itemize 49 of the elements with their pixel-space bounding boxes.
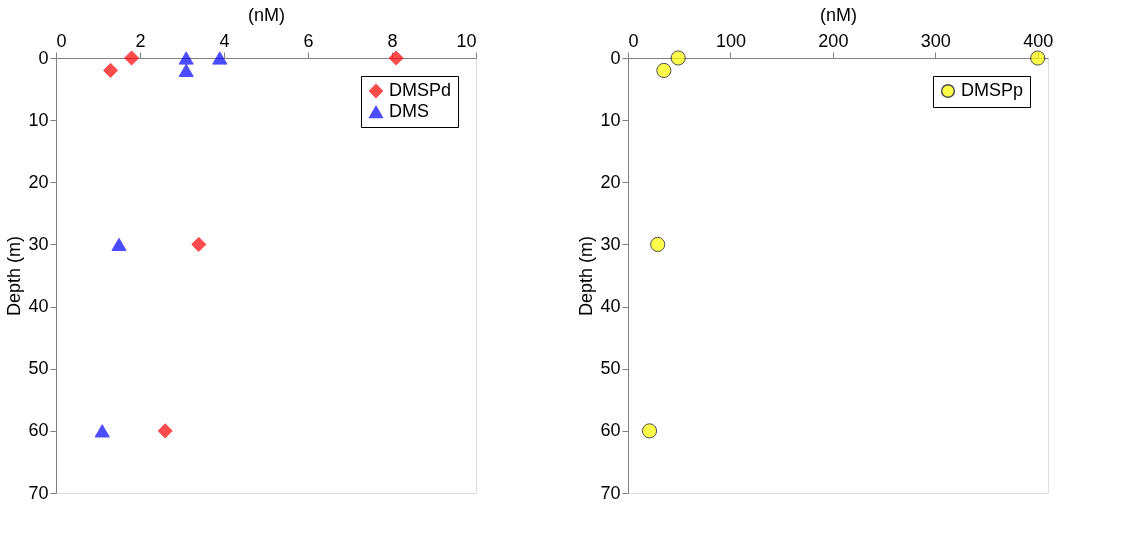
x-tick-label: 0: [56, 30, 67, 51]
x-tick-label: 8: [387, 30, 398, 51]
x-axis-title: (nM): [820, 4, 857, 25]
x-tick-label: 6: [303, 30, 314, 51]
point: [191, 236, 207, 252]
point: [212, 51, 228, 65]
y-tick-label: 50: [600, 358, 621, 379]
y-axis-title: Depth (m): [576, 235, 597, 317]
point: [641, 423, 658, 439]
x-tick-label: 100: [715, 30, 746, 51]
y-tick-label: 0: [38, 47, 49, 68]
legend-label: DMSPd: [389, 80, 452, 100]
legend-label: DMS: [389, 101, 429, 121]
x-tick-label: 2: [135, 30, 146, 51]
point: [178, 63, 194, 78]
x-tick-label: 0: [628, 30, 639, 51]
x-tick-label: 200: [818, 30, 849, 51]
y-tick-label: 70: [600, 482, 621, 503]
x-axis-title: (nM): [248, 4, 285, 25]
y-tick-label: 50: [28, 358, 49, 379]
legend-label: DMSPp: [961, 80, 1024, 100]
point: [388, 50, 404, 66]
x-tick-label: 300: [920, 30, 951, 51]
x-tick-label: 400: [1023, 30, 1054, 51]
y-tick-label: 0: [610, 47, 621, 68]
y-tick-label: 40: [600, 296, 621, 317]
point: [157, 423, 173, 439]
point: [178, 51, 194, 65]
x-tick-label: 10: [456, 30, 477, 51]
y-tick-label: 70: [28, 482, 49, 503]
y-tick-label: 30: [28, 233, 49, 254]
point: [670, 50, 686, 66]
y-tick-label: 30: [600, 233, 621, 254]
point: [124, 50, 140, 66]
point: [650, 236, 666, 252]
point: [656, 62, 672, 78]
y-tick-label: 60: [600, 420, 621, 441]
y-axis-title: Depth (m): [4, 235, 25, 317]
y-tick-label: 60: [28, 420, 49, 441]
y-tick-label: 40: [28, 296, 49, 317]
y-tick-label: 10: [28, 109, 49, 130]
point: [111, 237, 127, 252]
point: [1030, 50, 1046, 66]
x-tick-label: 4: [219, 30, 230, 51]
y-tick-label: 10: [600, 109, 621, 130]
y-tick-label: 20: [28, 171, 49, 192]
point: [94, 424, 110, 438]
y-tick-label: 20: [600, 171, 621, 192]
point: [103, 62, 119, 78]
